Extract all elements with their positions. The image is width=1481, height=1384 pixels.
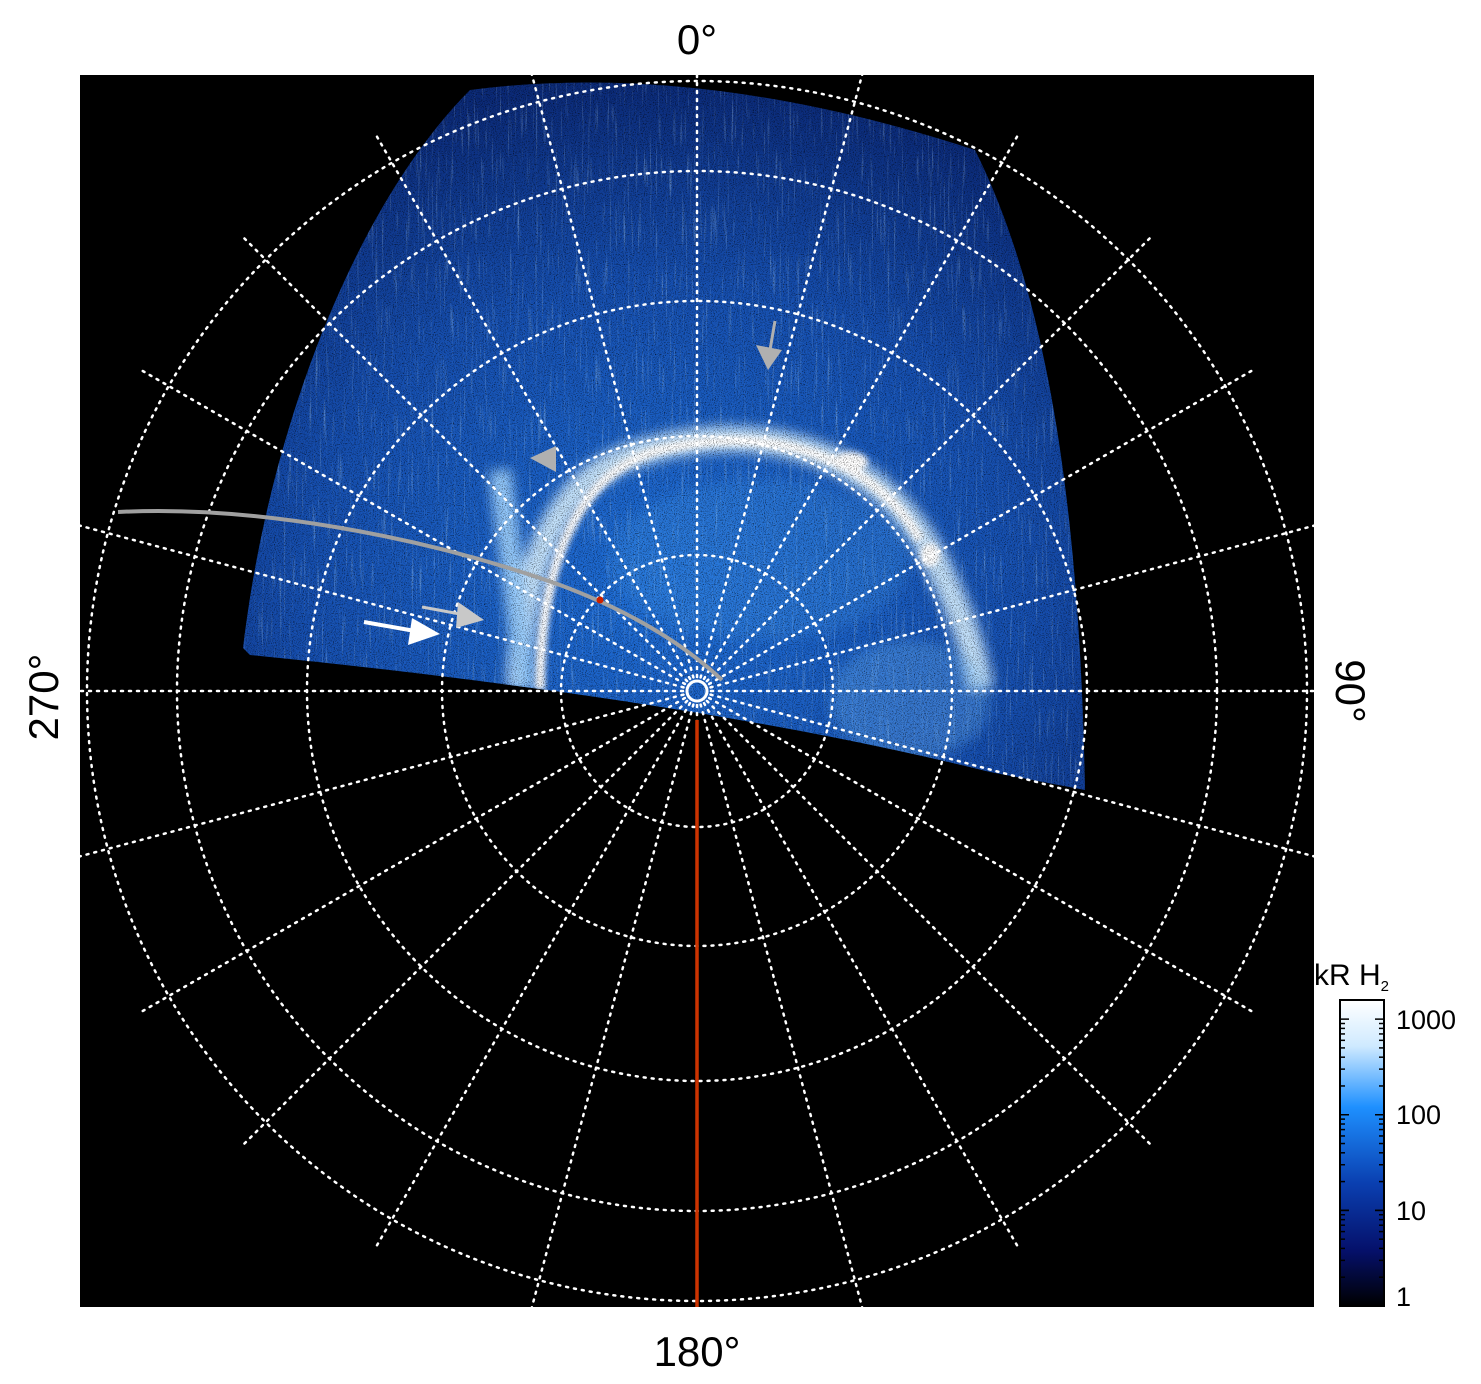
grid-spoke: [530, 75, 695, 679]
footprint-marker: [596, 596, 604, 604]
grid-spoke: [141, 696, 687, 1013]
grid-spoke: [707, 369, 1253, 686]
grid-spoke: [375, 135, 692, 681]
colorbar-tick-label: 10: [1396, 1196, 1426, 1226]
colorbar: kR H2 1000 100 10 1: [1314, 959, 1456, 1312]
grid-spoke: [699, 703, 864, 1307]
grid-spoke: [530, 703, 695, 1307]
grid-spoke: [709, 524, 1314, 689]
gray-arrow-left: [530, 446, 556, 472]
grid-spoke: [705, 237, 1151, 683]
gray-arrow-upper: [756, 320, 782, 370]
label-90-degrees: 90°: [1327, 659, 1374, 723]
grid-spoke: [243, 699, 689, 1145]
footprint-track-line: [117, 508, 724, 682]
grid-spoke: [80, 524, 685, 689]
grid-spoke: [80, 693, 685, 858]
white-arrow: [363, 618, 440, 645]
colorbar-title: kR H2: [1314, 959, 1389, 995]
grid-circle: [85, 79, 1309, 1303]
colorbar-tick-label: 1: [1396, 1282, 1411, 1312]
label-0-degrees: 0°: [677, 16, 717, 63]
grid-spoke: [699, 75, 864, 679]
label-180-degrees: 180°: [654, 1328, 741, 1375]
grid-spoke: [702, 135, 1019, 681]
pole-marker: [685, 679, 709, 703]
colorbar-tick-label: 100: [1396, 1100, 1441, 1130]
grid-spoke: [702, 701, 1019, 1247]
grid-spoke: [705, 699, 1151, 1145]
label-270-degrees: 270°: [20, 654, 67, 741]
colorbar-gradient: [1339, 999, 1385, 1307]
grid-spoke: [709, 693, 1314, 858]
colorbar-tick-label: 1000: [1396, 1005, 1456, 1035]
gray-arrow-lower: [421, 602, 484, 628]
grid-spoke: [375, 701, 692, 1247]
grid-spoke: [707, 696, 1253, 1013]
grid-spoke: [141, 369, 687, 686]
